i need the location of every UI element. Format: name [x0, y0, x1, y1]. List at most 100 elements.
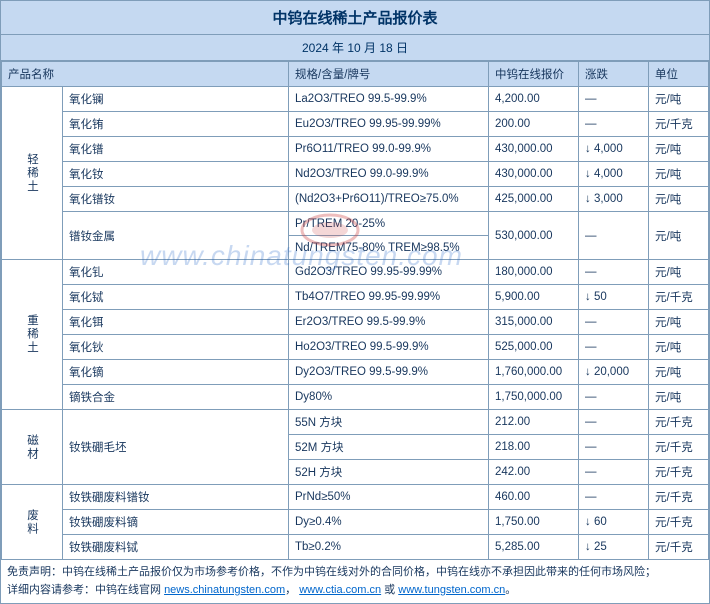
- product-change: ↓ 3,000: [579, 187, 649, 212]
- product-spec: Dy80%: [289, 385, 489, 410]
- price-table: 产品名称 规格/含量/牌号 中钨在线报价 涨跌 单位 轻稀土氧化镧La2O3/T…: [1, 61, 709, 560]
- product-price: 212.00: [489, 410, 579, 435]
- table-row: 镝铁合金Dy80%1,750,000.00—元/吨: [2, 385, 709, 410]
- product-change: ↓ 4,000: [579, 162, 649, 187]
- product-spec: Ho2O3/TREO 99.5-99.9%: [289, 335, 489, 360]
- product-price: 200.00: [489, 112, 579, 137]
- table-date: 2024 年 10 月 18 日: [1, 35, 709, 61]
- footer-link1[interactable]: news.chinatungsten.com: [164, 584, 285, 596]
- table-row: 钕铁硼废料镝Dy≥0.4%1,750.00↓ 60元/千克: [2, 510, 709, 535]
- table-body: 轻稀土氧化镧La2O3/TREO 99.5-99.9%4,200.00—元/吨氧…: [2, 87, 709, 560]
- product-name: 镨钕金属: [63, 212, 289, 260]
- product-price: 1,750,000.00: [489, 385, 579, 410]
- product-change: —: [579, 485, 649, 510]
- product-unit: 元/吨: [649, 310, 709, 335]
- product-price: 430,000.00: [489, 162, 579, 187]
- product-change: —: [579, 87, 649, 112]
- table-row: 氧化镨钕(Nd2O3+Pr6O11)/TREO≥75.0%425,000.00↓…: [2, 187, 709, 212]
- product-price: 430,000.00: [489, 137, 579, 162]
- product-name: 氧化镨: [63, 137, 289, 162]
- product-name: 氧化镝: [63, 360, 289, 385]
- product-price: 218.00: [489, 435, 579, 460]
- product-unit: 元/吨: [649, 385, 709, 410]
- product-price: 315,000.00: [489, 310, 579, 335]
- footer-line1: 免责声明：中钨在线稀土产品报价仅为市场参考价格，不作为中钨在线对外的合同价格，中…: [7, 566, 656, 578]
- product-spec: PrNd≥50%: [289, 485, 489, 510]
- table-title: 中钨在线稀土产品报价表: [1, 1, 709, 35]
- table-row: 钕铁硼废料铽Tb≥0.2%5,285.00↓ 25元/千克: [2, 535, 709, 560]
- product-unit: 元/千克: [649, 485, 709, 510]
- product-change: —: [579, 112, 649, 137]
- table-row: 氧化钬Ho2O3/TREO 99.5-99.9%525,000.00—元/吨: [2, 335, 709, 360]
- product-change: —: [579, 435, 649, 460]
- product-unit: 元/吨: [649, 335, 709, 360]
- footer-link3[interactable]: www.tungsten.com.cn: [398, 584, 505, 596]
- product-price: 460.00: [489, 485, 579, 510]
- product-name: 氧化铕: [63, 112, 289, 137]
- product-spec: 52H 方块: [289, 460, 489, 485]
- product-change: —: [579, 410, 649, 435]
- product-spec: Nd/TREM75-80% TREM≥98.5%: [289, 236, 489, 260]
- category-cell: 重稀土: [2, 260, 63, 410]
- product-name: 氧化铒: [63, 310, 289, 335]
- product-change: —: [579, 385, 649, 410]
- product-change: ↓ 60: [579, 510, 649, 535]
- header-unit: 单位: [649, 62, 709, 87]
- product-change: —: [579, 335, 649, 360]
- product-name: 钕铁硼废料镝: [63, 510, 289, 535]
- product-spec: Tb≥0.2%: [289, 535, 489, 560]
- product-change: —: [579, 460, 649, 485]
- product-unit: 元/千克: [649, 510, 709, 535]
- product-unit: 元/吨: [649, 162, 709, 187]
- footer-disclaimer: 免责声明：中钨在线稀土产品报价仅为市场参考价格，不作为中钨在线对外的合同价格，中…: [1, 560, 709, 603]
- product-unit: 元/千克: [649, 460, 709, 485]
- product-spec: Er2O3/TREO 99.5-99.9%: [289, 310, 489, 335]
- product-unit: 元/吨: [649, 87, 709, 112]
- product-unit: 元/千克: [649, 285, 709, 310]
- product-name: 氧化钕: [63, 162, 289, 187]
- product-price: 242.00: [489, 460, 579, 485]
- table-row: 氧化钕Nd2O3/TREO 99.0-99.9%430,000.00↓ 4,00…: [2, 162, 709, 187]
- product-unit: 元/吨: [649, 212, 709, 260]
- product-spec: Tb4O7/TREO 99.95-99.99%: [289, 285, 489, 310]
- footer-line2-pre: 详细内容请参考：中钨在线官网: [7, 584, 164, 596]
- product-change: —: [579, 212, 649, 260]
- product-price: 180,000.00: [489, 260, 579, 285]
- footer-link2[interactable]: www.ctia.com.cn: [299, 584, 381, 596]
- product-change: ↓ 25: [579, 535, 649, 560]
- price-table-container: 中钨在线稀土产品报价表 2024 年 10 月 18 日 产品名称 规格/含量/…: [0, 0, 710, 604]
- product-unit: 元/千克: [649, 435, 709, 460]
- product-spec: (Nd2O3+Pr6O11)/TREO≥75.0%: [289, 187, 489, 212]
- category-cell: 轻稀土: [2, 87, 63, 260]
- product-price: 5,285.00: [489, 535, 579, 560]
- product-name: 氧化铽: [63, 285, 289, 310]
- product-change: —: [579, 260, 649, 285]
- product-name: 钕铁硼毛坯: [63, 410, 289, 485]
- product-change: ↓ 20,000: [579, 360, 649, 385]
- product-price: 530,000.00: [489, 212, 579, 260]
- product-spec: Dy2O3/TREO 99.5-99.9%: [289, 360, 489, 385]
- product-unit: 元/千克: [649, 410, 709, 435]
- product-unit: 元/吨: [649, 187, 709, 212]
- product-spec: Dy≥0.4%: [289, 510, 489, 535]
- category-cell: 废料: [2, 485, 63, 560]
- product-spec: 52M 方块: [289, 435, 489, 460]
- product-change: ↓ 50: [579, 285, 649, 310]
- product-name: 钕铁硼废料镨钕: [63, 485, 289, 510]
- product-price: 1,750.00: [489, 510, 579, 535]
- product-name: 钕铁硼废料铽: [63, 535, 289, 560]
- product-spec: La2O3/TREO 99.5-99.9%: [289, 87, 489, 112]
- product-name: 氧化镨钕: [63, 187, 289, 212]
- product-spec: Eu2O3/TREO 99.95-99.99%: [289, 112, 489, 137]
- table-row: 氧化铕Eu2O3/TREO 99.95-99.99%200.00—元/千克: [2, 112, 709, 137]
- header-price: 中钨在线报价: [489, 62, 579, 87]
- product-name: 氧化钬: [63, 335, 289, 360]
- product-unit: 元/吨: [649, 360, 709, 385]
- product-change: —: [579, 310, 649, 335]
- product-price: 4,200.00: [489, 87, 579, 112]
- table-row: 磁材钕铁硼毛坯55N 方块212.00—元/千克: [2, 410, 709, 435]
- product-name: 氧化镧: [63, 87, 289, 112]
- product-spec: Pr/TREM 20-25%: [289, 212, 489, 236]
- header-row: 产品名称 规格/含量/牌号 中钨在线报价 涨跌 单位: [2, 62, 709, 87]
- product-name: 镝铁合金: [63, 385, 289, 410]
